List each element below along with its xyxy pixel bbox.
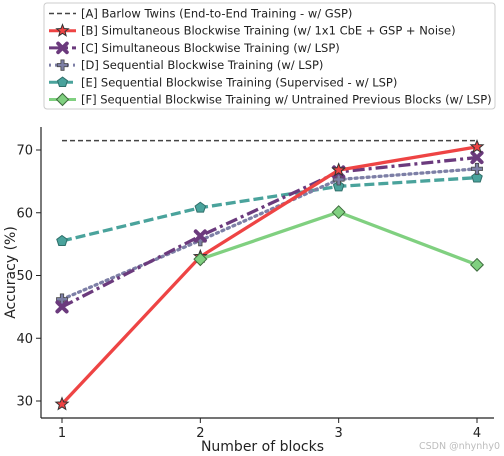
data-point (331, 205, 346, 220)
legend-label: [F] Sequential Blockwise Training w/ Unt… (81, 93, 492, 107)
data-point (193, 252, 208, 267)
data-point (55, 300, 69, 314)
y-tick-label: 50 (16, 269, 33, 284)
y-tick-label: 70 (16, 144, 33, 159)
y-tick-label: 40 (16, 332, 33, 347)
legend-label: [B] Simultaneous Blockwise Training (w/ … (81, 24, 456, 38)
data-point (54, 396, 70, 411)
legend-label: [C] Simultaneous Blockwise Training (w/ … (81, 41, 340, 55)
axes: 1 2 3 4 30 40 50 60 70 (16, 127, 494, 441)
series-layer (54, 138, 485, 411)
x-tick-label: 2 (196, 426, 204, 441)
legend-item: [D] Sequential Blockwise Training (w/ LS… (49, 58, 323, 72)
data-point (193, 229, 207, 243)
legend-item: [C] Simultaneous Blockwise Training (w/ … (49, 41, 340, 55)
series-diamond (193, 205, 485, 272)
x-axis-label: Number of blocks (201, 439, 324, 455)
data-point (331, 162, 347, 177)
data-point (194, 201, 207, 213)
data-point (56, 234, 68, 246)
data-point (471, 162, 483, 175)
x-tick-label: 4 (473, 426, 481, 441)
data-point (332, 180, 345, 192)
legend-item: [E] Sequential Blockwise Training (Super… (49, 75, 397, 89)
series-line (61, 155, 478, 309)
legend-item: [A] Barlow Twins (End-to-End Training - … (49, 7, 352, 21)
series-line (60, 145, 478, 406)
y-tick-label: 60 (16, 206, 33, 221)
legend-label: [D] Sequential Blockwise Training (w/ LS… (81, 58, 323, 72)
series-line (199, 210, 478, 267)
y-axis-label: Accuracy (%) (3, 226, 19, 319)
legend-frame (43, 2, 496, 110)
y-tick-label: 30 (16, 395, 33, 410)
legend-marker-diamond (55, 92, 70, 107)
legend-marker-pentagon (56, 76, 69, 88)
legend-label: [A] Barlow Twins (End-to-End Training - … (81, 7, 352, 21)
data-point (469, 138, 485, 154)
data-point (471, 171, 483, 183)
legend-item: [B] Simultaneous Blockwise Training (w/ … (49, 23, 456, 38)
legend-marker-plus (56, 59, 69, 71)
data-point (470, 150, 484, 165)
legend-marker-star (55, 23, 70, 37)
legend: [A] Barlow Twins (End-to-End Training - … (43, 2, 496, 110)
data-point (469, 257, 485, 272)
legend-marker-x (56, 41, 69, 55)
series-pentagon (56, 171, 483, 246)
legend-label: [E] Sequential Blockwise Training (Super… (81, 75, 397, 89)
series-line (61, 175, 478, 243)
x-tick-label: 3 (335, 426, 343, 441)
x-tick-label: 1 (58, 426, 66, 441)
watermark: CSDN @nhynhy0 (419, 441, 500, 452)
legend-item: [F] Sequential Blockwise Training w/ Unt… (49, 93, 492, 107)
series-x (55, 150, 484, 314)
